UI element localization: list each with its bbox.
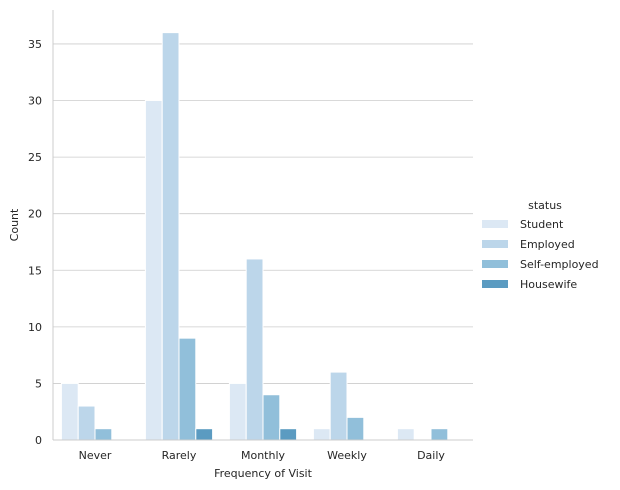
bar-employed-never [77, 405, 96, 441]
bar-self-employed-rarely [178, 337, 197, 441]
bar-employed-monthly [245, 258, 264, 441]
legend-label: Employed [520, 238, 575, 251]
legend-swatch-student [482, 220, 508, 228]
bar-student-never [60, 382, 79, 441]
y-tick-label: 25 [28, 151, 42, 164]
y-tick-label: 30 [28, 95, 42, 108]
legend-swatch-self-employed [482, 260, 508, 268]
x-tick-label-never: Never [79, 449, 112, 462]
y-tick-label: 5 [35, 377, 42, 390]
x-tick-label-monthly: Monthly [241, 449, 286, 462]
x-tick-labels: Never Rarely Monthly Weekly Daily [79, 449, 446, 462]
bar-student-monthly [228, 382, 247, 441]
x-tick-label-weekly: Weekly [327, 449, 367, 462]
y-tick-label: 15 [28, 264, 42, 277]
bar-self-employed-never [94, 428, 113, 441]
bar-student-weekly [312, 428, 331, 441]
bar-self-employed-weekly [346, 416, 365, 441]
legend-swatch-housewife [482, 280, 508, 288]
bar-housewife-rarely [195, 428, 214, 441]
x-tick-label-rarely: Rarely [162, 449, 197, 462]
bar-housewife-monthly [279, 428, 298, 441]
y-tick-labels: 0 5 10 15 20 25 30 35 [28, 38, 42, 447]
bars [60, 32, 449, 441]
legend: status Student Employed Self-employed House… [482, 199, 599, 291]
legend-label: Housewife [520, 278, 577, 291]
x-axis-title: Frequency of Visit [214, 467, 313, 480]
bar-student-rarely [144, 100, 163, 441]
y-tick-label: 35 [28, 38, 42, 51]
legend-label: Self-employed [520, 258, 599, 271]
y-axis-title: Count [8, 208, 21, 241]
bar-self-employed-monthly [262, 394, 281, 441]
y-tick-label: 0 [35, 434, 42, 447]
y-tick-label: 10 [28, 321, 42, 334]
bar-self-employed-daily [430, 428, 449, 441]
bar-employed-weekly [329, 371, 348, 441]
legend-swatch-employed [482, 240, 508, 248]
bar-employed-rarely [161, 32, 180, 441]
bar-student-daily [396, 428, 415, 441]
y-tick-label: 20 [28, 208, 42, 221]
legend-label: Student [520, 218, 564, 231]
x-tick-label-daily: Daily [417, 449, 445, 462]
legend-title: status [528, 199, 562, 212]
axis-spines [52, 10, 473, 441]
